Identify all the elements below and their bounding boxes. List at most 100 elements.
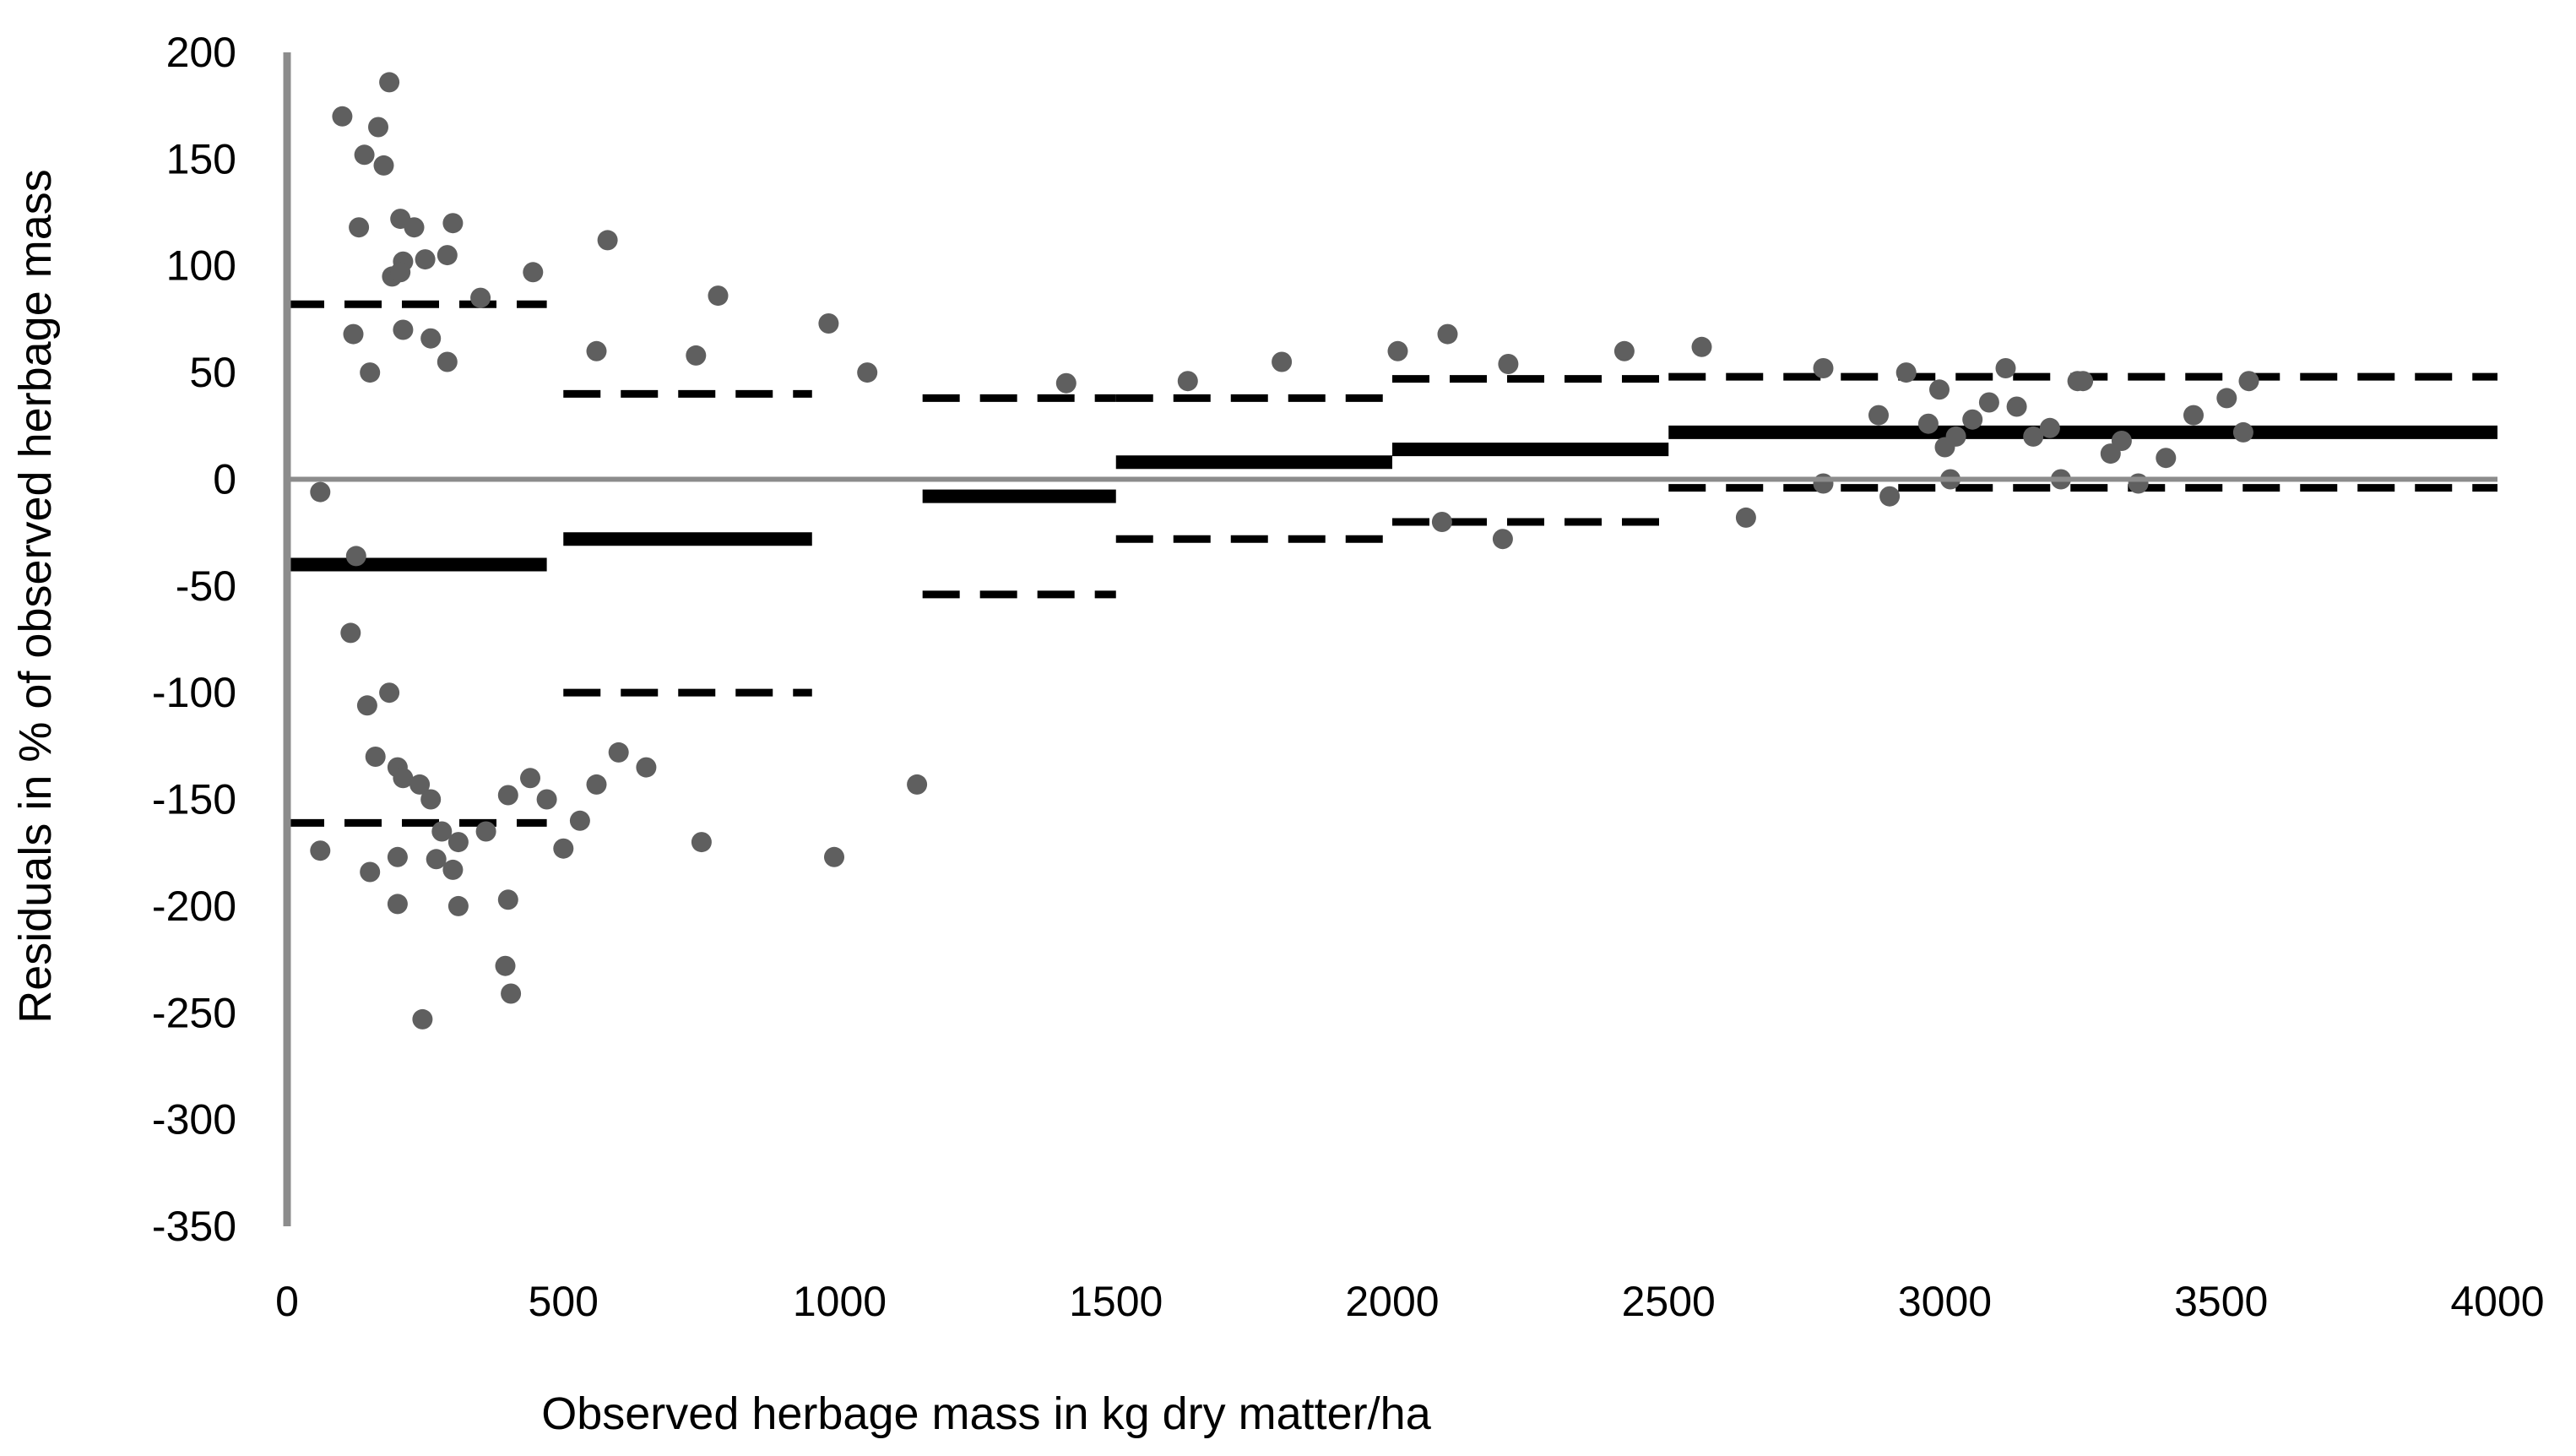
scatter-point (1691, 336, 1712, 357)
scatter-point (2232, 421, 2253, 443)
scatter-point (553, 838, 574, 859)
scatter-point (360, 362, 381, 383)
scatter-point (447, 895, 469, 916)
y-tick-label: -50 (176, 562, 236, 610)
scatter-point (1978, 392, 1999, 413)
scatter-point (360, 861, 381, 883)
scatter-point (349, 217, 370, 238)
scatter-point (442, 213, 464, 234)
scatter-point (340, 622, 361, 644)
scatter-point (501, 983, 522, 1004)
scatter-point (686, 345, 707, 366)
scatter-point (310, 840, 331, 861)
scatter-point (365, 747, 386, 767)
scatter-point (520, 768, 540, 789)
scatter-point (379, 682, 400, 704)
scatter-point (470, 287, 491, 308)
scatter-point (373, 155, 394, 176)
y-tick-labels: 200 150 100 50 0 -50 -100 -150 -200 -250 -300 -350 (152, 29, 236, 1250)
x-axis-title: Observed herbage mass in kg dry matter/h… (541, 1388, 1431, 1439)
scatter-point (393, 768, 414, 789)
x-tick-labels: 0 500 1000 1500 2000 2500 3000 3500 4000 (275, 1278, 2545, 1325)
scatter-point (426, 849, 447, 870)
scatter-point (1917, 413, 1939, 434)
scatter-point (2100, 443, 2121, 465)
x-tick-label: 3500 (2174, 1278, 2268, 1325)
scatter-point (597, 230, 618, 251)
scatter-point (356, 695, 377, 716)
x-tick-label: 3000 (1898, 1278, 1992, 1325)
y-tick-label: 50 (189, 349, 236, 396)
scatter-point (857, 362, 878, 383)
scatter-point (497, 889, 518, 910)
scatter-point (379, 72, 400, 93)
scatter-point (437, 245, 458, 266)
y-tick-label: 200 (166, 29, 236, 76)
scatter-point (818, 313, 839, 334)
y-tick-label: -150 (152, 776, 236, 823)
scatter-point (2023, 426, 2044, 447)
scatter-point (586, 774, 607, 795)
scatter-point (475, 821, 496, 842)
scatter-point (404, 217, 425, 238)
scatter-point (2128, 473, 2149, 494)
scatter-point (345, 546, 366, 567)
scatter-point (431, 821, 453, 842)
scatter-point (2238, 371, 2259, 392)
scatter-point (447, 832, 469, 853)
scatter-point (536, 789, 557, 810)
scatter-point (412, 1008, 433, 1030)
y-tick-label: -300 (152, 1096, 236, 1144)
scatter-point (368, 117, 388, 138)
scatter-point (495, 955, 516, 976)
scatter-point (2039, 417, 2060, 438)
scatter-point (332, 106, 353, 127)
scatter-point (1272, 351, 1293, 372)
scatter-point (1879, 486, 1901, 507)
scatter-point (586, 340, 607, 361)
scatter-point (497, 785, 518, 806)
scatter-point (1813, 473, 1834, 494)
scatter-point (442, 859, 464, 880)
y-tick-label: 100 (166, 242, 236, 290)
y-tick-label: -350 (152, 1203, 236, 1250)
scatter-point (1735, 507, 1756, 528)
scatter-point (1895, 362, 1917, 383)
scatter-point (1962, 409, 1983, 430)
scatter-point (420, 789, 442, 810)
scatter-point (1498, 354, 1519, 374)
y-tick-label: 0 (213, 455, 236, 503)
scatter-point (409, 774, 431, 795)
scatter-point (1934, 437, 1955, 458)
y-tick-label: -100 (152, 669, 236, 716)
scatter-point (2006, 396, 2027, 417)
scatter-point (1431, 512, 1452, 532)
scatter-point (1055, 372, 1076, 394)
scatter-point (1995, 358, 2016, 378)
scatter-point (390, 262, 411, 283)
data-points (310, 72, 2259, 1030)
y-tick-label: -200 (152, 883, 236, 930)
scatter-point (2216, 388, 2237, 409)
scatter-point (387, 846, 408, 867)
x-tick-label: 1500 (1069, 1278, 1163, 1325)
scatter-point (1387, 340, 1408, 361)
scatter-point (523, 262, 544, 283)
scatter-point (393, 319, 414, 340)
scatter-point (437, 351, 458, 372)
scatter-point (907, 774, 928, 795)
scatter-point (1492, 529, 1513, 550)
y-tick-label: 150 (166, 135, 236, 182)
scatter-point (569, 810, 590, 831)
scatter-point (708, 285, 729, 307)
scatter-point (415, 249, 436, 270)
scatter-point (387, 894, 408, 915)
x-tick-label: 2500 (1622, 1278, 1716, 1325)
scatter-point (2183, 405, 2204, 426)
scatter-point (1813, 358, 1834, 378)
x-tick-label: 1000 (793, 1278, 887, 1325)
scatter-point (343, 323, 364, 345)
x-tick-label: 2000 (1345, 1278, 1439, 1325)
binned-lines (287, 300, 2497, 827)
